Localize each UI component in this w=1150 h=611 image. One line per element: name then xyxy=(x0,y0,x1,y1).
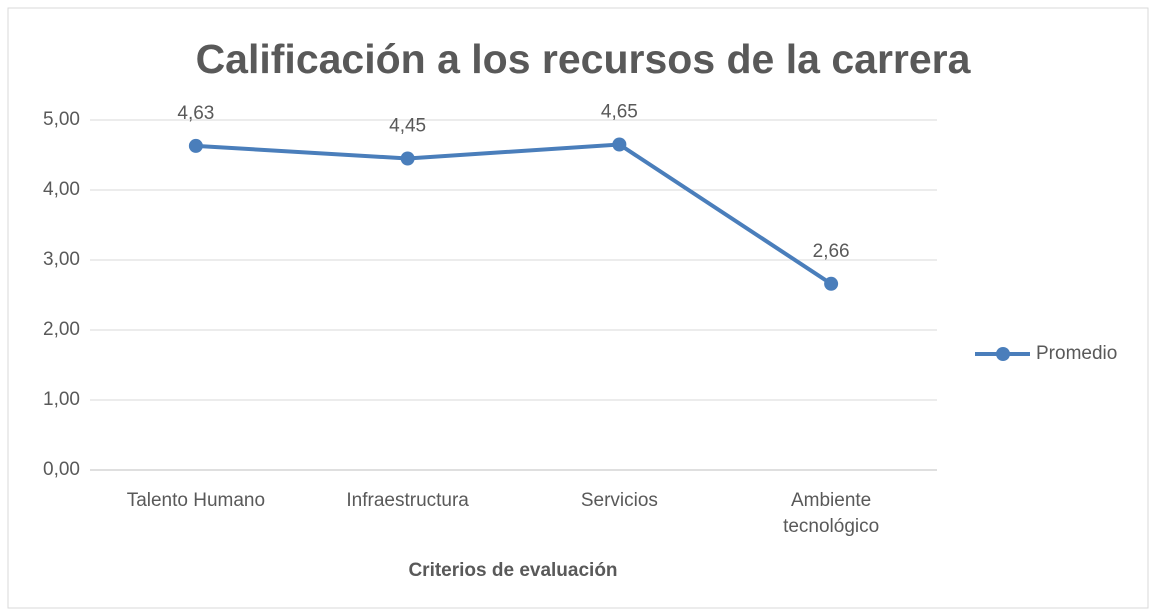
x-tick-label: Ambiente tecnológico xyxy=(783,490,880,537)
legend-marker xyxy=(996,347,1010,361)
y-tick-label: 0,00 xyxy=(43,459,80,480)
point xyxy=(612,137,627,152)
point xyxy=(824,276,839,291)
data-label: 4,65 xyxy=(601,102,638,123)
point xyxy=(188,138,203,153)
point xyxy=(400,151,415,166)
x-axis-title: Criterios de evaluación xyxy=(408,560,617,581)
y-tick-label: 2,00 xyxy=(43,319,80,340)
chart-border xyxy=(7,7,1149,609)
chart-title: Calificación a los recursos de la carrer… xyxy=(196,36,972,82)
x-tick-label: Servicios xyxy=(580,490,658,511)
data-label: 4,45 xyxy=(389,116,426,137)
x-tick-label: Talento Humano xyxy=(126,490,266,511)
y-tick-label: 1,00 xyxy=(43,389,80,410)
y-tick-label: 3,00 xyxy=(43,249,80,270)
data-label: 4,63 xyxy=(177,103,214,124)
y-tick-label: 4,00 xyxy=(43,179,80,200)
data-label: 2,66 xyxy=(813,241,850,262)
series-line xyxy=(195,142,833,286)
x-tick-label: Infraestructura xyxy=(346,490,469,511)
legend-label: Promedio xyxy=(1036,343,1117,364)
y-tick-label: 5,00 xyxy=(43,109,80,130)
